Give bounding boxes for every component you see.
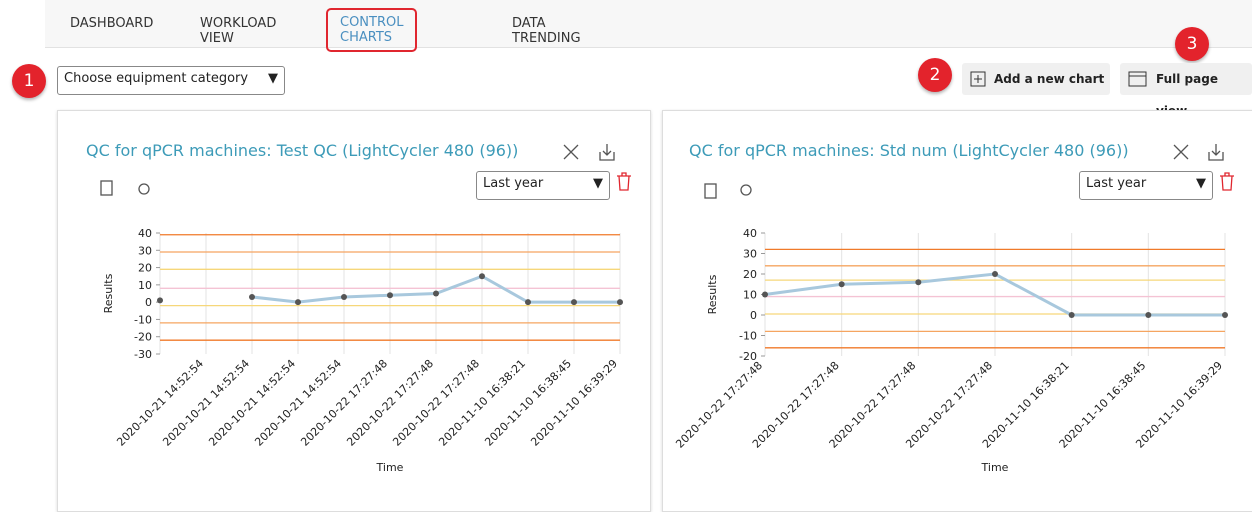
delete-icon[interactable] [1220,172,1234,191]
delete-icon[interactable] [617,172,631,191]
category-select[interactable]: Choose equipment category ▼ [57,66,285,95]
settings-icon[interactable] [138,183,150,195]
icons [100,144,1234,199]
data-point [617,299,623,306]
x-tick-label: 2020-10-21 14:52:54 [160,357,252,449]
x-axis-label: Time [376,461,404,474]
x-tick-label: 2020-10-22 17:27:48 [673,359,765,451]
caret: ▼ [593,176,603,191]
data-point [1068,312,1075,318]
y-tick-label: 40 [743,227,757,240]
y-tick-label: -10 [134,313,152,326]
y-tick-label: -20 [739,350,757,363]
nav-bar [45,0,1252,48]
x-tick-label: 2020-10-22 17:27:48 [390,357,482,449]
select-text: Last year [483,176,544,191]
y-tick-label: 0 [145,296,152,309]
x-tick-label: 2020-10-22 17:27:48 [903,359,995,451]
data-point [525,299,531,306]
download-icon[interactable] [599,144,615,161]
expand-icon[interactable] [1173,144,1189,160]
expand-icon[interactable] [563,144,579,160]
x-tick-label: 2020-11-10 16:39:29 [528,357,620,449]
y-tick-label: 10 [138,279,152,292]
x-tick-label: 2020-10-21 14:52:54 [206,357,298,449]
x-tick-label: 2020-11-10 16:38:45 [482,357,574,449]
full-page-button[interactable]: Full page view [1120,63,1252,118]
period-select[interactable]: Last year ▼ [1079,171,1213,200]
x-tick-label: 2020-10-22 17:27:48 [750,359,842,451]
data-point [433,290,439,297]
select-text: Last year [1086,176,1147,191]
data-point [479,273,485,280]
data-point [157,297,163,304]
period-select[interactable]: Last year ▼ [476,171,610,200]
x-axis-label: Time [981,461,1009,474]
caret: ▼ [268,71,278,86]
x-tick-label: 2020-11-10 16:38:21 [980,359,1072,451]
data-point [1222,312,1228,318]
button-text: Add a new chart [994,72,1105,86]
y-tick-label: 10 [743,289,757,302]
data-point [838,281,845,288]
y-tick-label: 0 [750,309,757,322]
nav-tab[interactable]: WORKLOAD VIEW [200,16,277,46]
csv-icon[interactable] [100,180,113,196]
data-point [762,291,768,298]
y-tick-label: 40 [138,227,152,240]
x-tick-label: 2020-11-10 16:39:29 [1133,359,1225,451]
y-tick-label: 20 [138,262,152,275]
data-point [1145,312,1152,318]
y-tick-label: -20 [134,331,152,344]
y-tick-label: 30 [138,244,152,257]
y-axis-label: Results [102,273,115,313]
nav-tab[interactable]: CONTROL CHARTS [326,8,418,52]
x-tick-label: 2020-10-21 14:52:54 [252,357,344,449]
y-tick-label: -10 [739,330,757,343]
settings-icon[interactable] [740,184,752,196]
y-tick-label: -30 [134,348,152,361]
caret: ▼ [1196,176,1206,191]
badge: 2 [918,58,952,92]
add-chart-button[interactable]: Add a new chart [962,63,1110,95]
data-point [992,271,998,277]
data-point [295,299,301,306]
data-point [341,293,347,300]
select-text: Choose equipment category [64,71,249,86]
y-tick-label: 20 [743,268,757,281]
x-tick-label: 2020-10-22 17:27:48 [344,357,436,449]
x-tick-label: 2020-10-22 17:27:48 [298,357,390,449]
y-axis-label: Results [706,274,719,314]
chart-title: QC for qPCR machines: Std num (LightCycl… [689,141,1129,160]
csv-icon[interactable] [704,183,717,199]
chart-title: QC for qPCR machines: Test QC (LightCycl… [86,141,519,160]
x-tick-label: 2020-11-10 16:38:45 [1057,359,1149,451]
data-point [915,279,922,286]
data-point [571,299,577,306]
x-tick-label: 2020-10-21 14:52:54 [114,357,206,449]
x-tick-label: 2020-11-10 16:38:21 [436,357,528,449]
x-tick-label: 2020-10-22 17:27:48 [827,359,919,451]
download-icon[interactable] [1208,144,1224,161]
nav-tab[interactable]: DASHBOARD [70,16,154,31]
nav-tab[interactable]: DATA TRENDING [512,16,581,46]
plus-icon [970,71,986,87]
badge: 3 [1175,27,1209,61]
y-tick-label: 30 [743,248,757,261]
data-point [387,292,393,299]
window-icon [1128,71,1147,87]
data-point [249,293,255,300]
badge: 1 [12,64,46,98]
